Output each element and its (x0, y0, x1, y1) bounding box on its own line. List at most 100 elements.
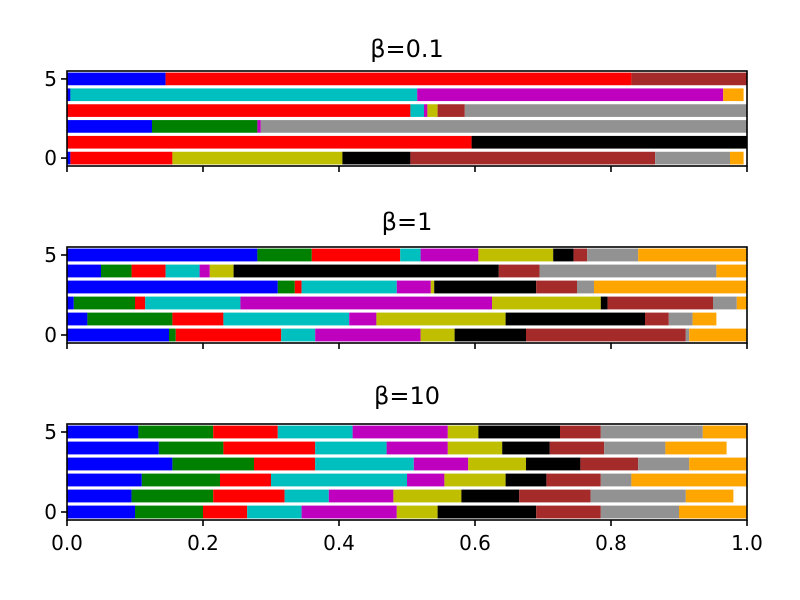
bar-segment (260, 120, 747, 133)
bar-segment (723, 88, 744, 102)
bar-segment (454, 328, 526, 342)
bar-segment (702, 425, 747, 439)
bar-segment (526, 457, 581, 471)
bar-segment (420, 328, 455, 342)
bar-segment (434, 280, 537, 294)
bar-segment (631, 473, 747, 487)
bar-segment (70, 88, 418, 102)
bar-segment (311, 248, 401, 262)
x-tick-label: 0.6 (459, 531, 491, 555)
bar-segment (461, 489, 520, 503)
bar-segment (600, 473, 632, 487)
bar-segment (131, 264, 166, 278)
bar-segment (396, 505, 438, 519)
bar-segment (73, 296, 135, 310)
bar-segment (447, 441, 503, 455)
bar-segment (410, 104, 424, 117)
bar-segment (247, 505, 302, 519)
subplot-title: β=1 (382, 208, 433, 236)
bar-segment (328, 489, 394, 503)
bar-segment (213, 489, 285, 503)
y-tick-label: 5 (44, 67, 57, 91)
bar-segment (526, 328, 686, 342)
subplot-title: β=0.1 (370, 35, 444, 63)
bar-segment (631, 72, 747, 86)
bar-segment (67, 248, 258, 262)
bar-segment (67, 72, 166, 86)
y-tick-label: 5 (44, 420, 57, 444)
bar-segment (349, 312, 377, 326)
y-tick-label: 0 (44, 323, 57, 347)
bar-segment (315, 328, 421, 342)
bar-segment (716, 264, 747, 278)
bar-segment (577, 280, 594, 294)
bar-segment (692, 312, 717, 326)
bar-segment (199, 264, 210, 278)
bar-segment (67, 151, 71, 165)
bar-segment (70, 151, 173, 165)
bar-segment (478, 248, 554, 262)
bar-segment (172, 151, 343, 165)
bar-segment (393, 489, 462, 503)
bar-segment (67, 473, 142, 487)
bar-segment (424, 104, 428, 117)
bar-segment (67, 120, 152, 133)
bar-segment (689, 457, 747, 471)
bar-segment (386, 441, 448, 455)
bar-segment (175, 328, 282, 342)
bar-segment (281, 328, 316, 342)
bar-segment (604, 441, 666, 455)
bar-segment (277, 425, 353, 439)
bar-segment (257, 248, 312, 262)
x-tick-label: 0.2 (187, 531, 219, 555)
bar-segment (492, 296, 601, 310)
bar-segment (213, 425, 278, 439)
bar-segment (315, 457, 414, 471)
bar-segment (560, 425, 601, 439)
subplot-beta-0.1: β=0.1 0 5 (44, 35, 748, 172)
bar-segment (67, 135, 472, 149)
bar-segment (505, 312, 645, 326)
bar-segment (549, 441, 605, 455)
axes-frame (66, 246, 748, 344)
bar-segment (301, 505, 397, 519)
y-tick-label: 5 (44, 243, 57, 267)
bar-segment (67, 457, 173, 471)
bar-segment (638, 457, 690, 471)
bar-segment (67, 328, 169, 342)
bar-segment (464, 104, 747, 117)
bar-segment (427, 104, 438, 117)
bar-segment (352, 425, 448, 439)
bar-segment (420, 248, 479, 262)
bar-segment (141, 473, 220, 487)
bar-segment (407, 473, 445, 487)
bar-segment (172, 312, 224, 326)
bar-segment (505, 473, 547, 487)
bar-segment (685, 328, 690, 342)
bar-segment (138, 425, 214, 439)
bar-segment (67, 296, 74, 310)
bar-segment (254, 457, 316, 471)
bar-segment (437, 104, 465, 117)
bar-segment (203, 505, 248, 519)
bar-segment (600, 425, 703, 439)
bar-segment (172, 457, 254, 471)
bar-segment (135, 296, 146, 310)
x-tick-label: 1.0 (731, 531, 763, 555)
bar-segment (101, 264, 132, 278)
axes-frame (66, 423, 748, 521)
bar-segment (284, 489, 329, 503)
bar-segment (444, 473, 506, 487)
subplot-beta-1: β=1 0 5 (44, 208, 748, 349)
bar-segment (594, 280, 747, 294)
bar-segment (158, 441, 224, 455)
bar-segment (257, 120, 261, 133)
bar-segment (730, 151, 744, 165)
bar-segment (145, 296, 241, 310)
bar-segment (67, 489, 132, 503)
bar-segment (67, 425, 139, 439)
bar-segment (645, 312, 669, 326)
bar-segment (539, 264, 717, 278)
axes-frame (66, 70, 748, 167)
